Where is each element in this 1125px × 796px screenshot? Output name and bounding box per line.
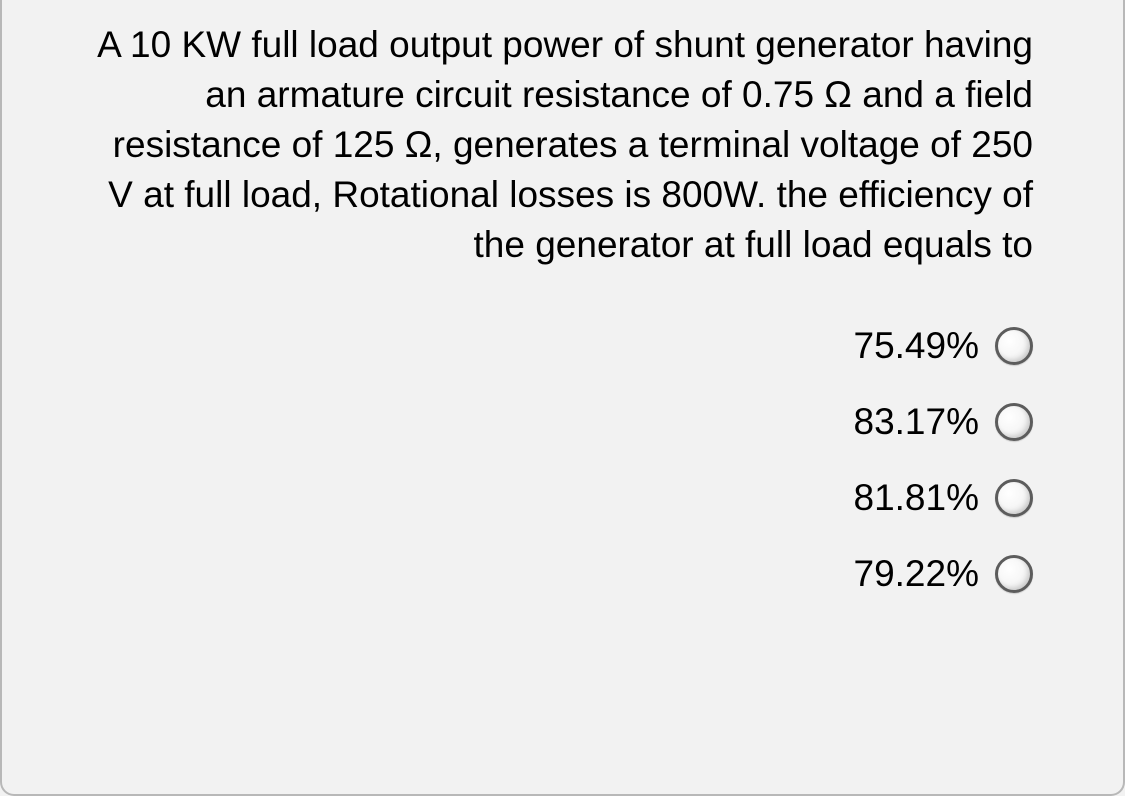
option-label: 79.22% <box>854 553 980 595</box>
question-card: A 10 KW full load output power of shunt … <box>0 0 1125 796</box>
question-text: A 10 KW full load output power of shunt … <box>92 20 1033 270</box>
option-label: 83.17% <box>854 401 980 443</box>
option-3[interactable]: 81.81% <box>854 477 1034 519</box>
radio-icon <box>995 327 1033 365</box>
options-list: 75.49% 83.17% 81.81% 79.22% <box>92 325 1033 595</box>
radio-icon <box>995 479 1033 517</box>
option-label: 81.81% <box>854 477 980 519</box>
radio-icon <box>995 555 1033 593</box>
option-label: 75.49% <box>854 325 980 367</box>
option-2[interactable]: 83.17% <box>854 401 1034 443</box>
option-1[interactable]: 75.49% <box>854 325 1034 367</box>
option-4[interactable]: 79.22% <box>854 553 1034 595</box>
radio-icon <box>995 403 1033 441</box>
